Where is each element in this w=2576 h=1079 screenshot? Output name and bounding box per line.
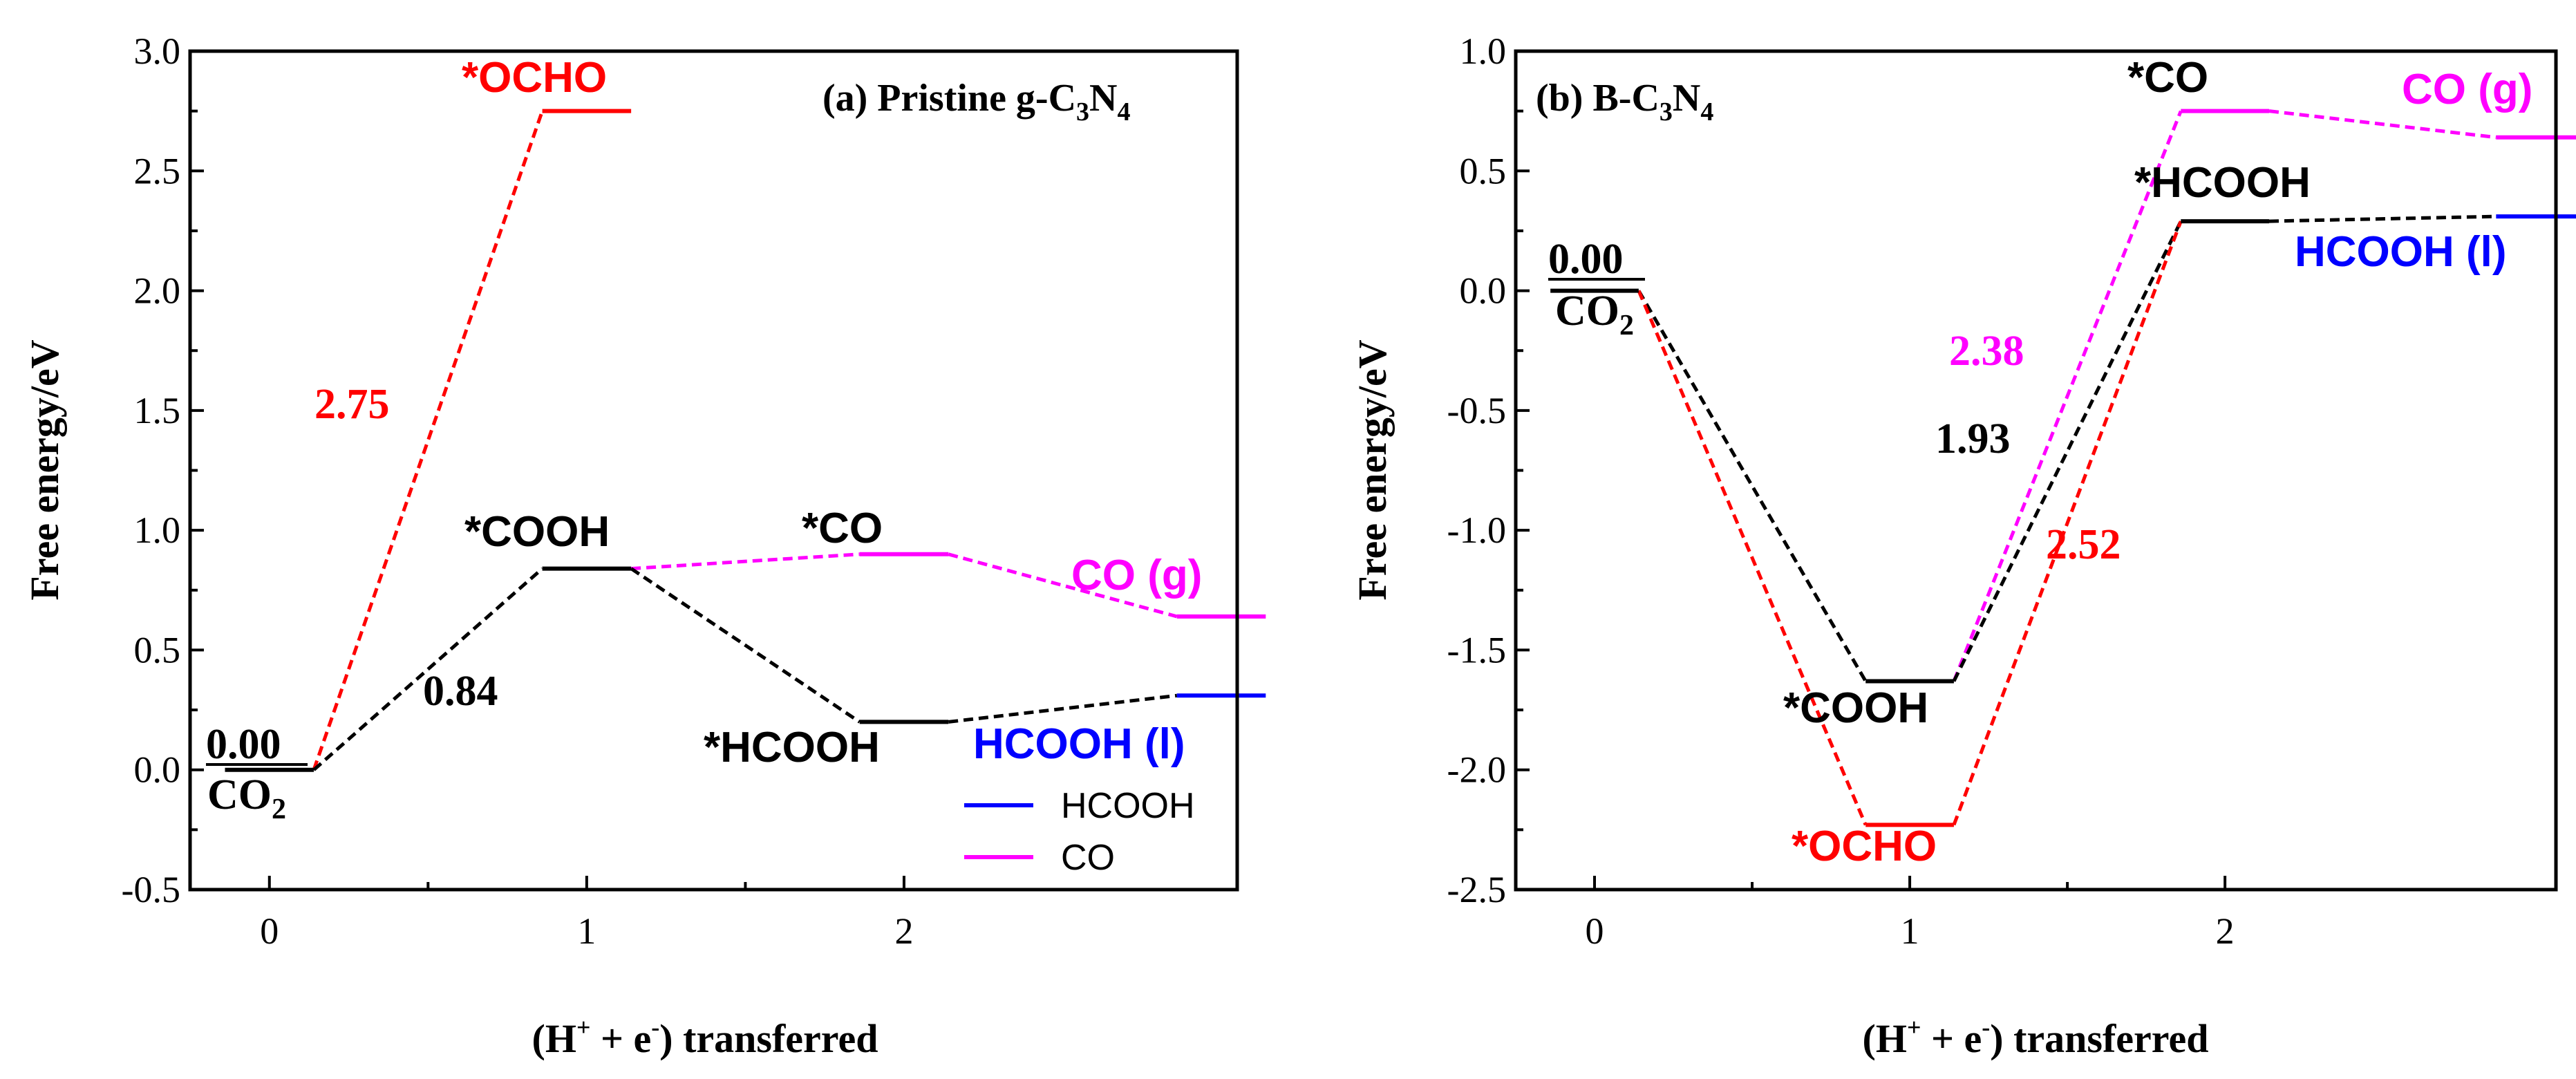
panel-b-label-co2: CO2 (1555, 288, 1634, 341)
panel-a-y-ticks: -0.5 0.0 0.5 1.0 1.5 2.0 2.5 3.0 (122, 30, 204, 910)
panel-a-label-hcooh-l: HCOOH (l) (973, 720, 1185, 768)
legend-label-co: CO (1061, 838, 1115, 878)
connector-red (1637, 290, 1868, 826)
connector-magenta (948, 552, 1178, 619)
y-tick-label: -2.5 (1447, 869, 1506, 910)
panel-a-frame (188, 49, 1239, 892)
connector-black (2268, 214, 2497, 223)
panel-a-label-ocho: *OCHO (462, 54, 607, 102)
panel-a-legend: HCOOH CO (964, 786, 1195, 878)
legend-label-hcooh: HCOOH (1061, 786, 1195, 826)
panel-a-label-co: *CO (802, 505, 883, 552)
panel-b-label-co: *CO (2127, 54, 2208, 102)
connector-red (1952, 221, 2183, 826)
panel-a-label-co2: CO2 (207, 771, 286, 825)
panel-a-levels (225, 109, 1266, 772)
panel-b-x-axis-label: (H+ + e-) transferred (1863, 1013, 2209, 1061)
panel-a-barrier-cooh: 0.84 (423, 668, 498, 715)
y-tick-label: 2.0 (134, 270, 181, 312)
y-tick-label: 0.5 (134, 629, 181, 670)
panel-b-title: (b) B-C3N4 (1536, 77, 1713, 126)
connector-black (1637, 290, 1868, 682)
panel-b-frame (1514, 49, 2558, 892)
x-tick-label: 1 (1901, 910, 1919, 952)
panel-b-label-hcooh-l: HCOOH (l) (2295, 228, 2507, 276)
connector-magenta (1952, 110, 2183, 682)
panel-a-title: (a) Pristine g-C3N4 (822, 77, 1130, 126)
panel-a-label-hcooh: *HCOOH (704, 724, 880, 771)
panel-b-chart: -2.5 -2.0 -1.5 -1.0 -0.5 0.0 0.5 1.0 0 1 2 (b) B-… (1350, 30, 2576, 1061)
connector-black (312, 567, 544, 771)
y-tick-label: -0.5 (1447, 390, 1506, 431)
panel-b-label-cooh: *COOH (1783, 684, 1928, 732)
panel-a-barrier-ocho: 2.75 (314, 381, 390, 428)
y-tick-label: 0.0 (1460, 270, 1507, 312)
x-tick-label: 0 (260, 910, 279, 952)
panel-a-chart: -0.5 0.0 0.5 1.0 1.5 2.0 2.5 3.0 0 1 2 (a) Pristi… (22, 30, 1266, 1061)
y-tick-label: 0.5 (1460, 150, 1507, 191)
connector-black (630, 567, 861, 724)
panel-a-y-axis-label: Free energy/eV (22, 339, 67, 600)
connector-black (948, 693, 1178, 724)
panel-b-barrier-hcooh: 1.93 (1935, 415, 2011, 462)
panel-b-barrier-ocho: 2.52 (2046, 521, 2121, 568)
y-tick-label: 0.0 (134, 749, 181, 791)
panel-a-connectors (312, 110, 1178, 771)
x-tick-label: 0 (1586, 910, 1604, 952)
y-tick-label: 1.0 (1460, 30, 1507, 72)
panel-b-label-ocho: *OCHO (1792, 823, 1937, 870)
x-tick-label: 2 (2216, 910, 2235, 952)
panel-b-label-zero: 0.00 (1548, 236, 1624, 283)
panel-b-label-hcooh: *HCOOH (2134, 159, 2311, 207)
y-tick-label: 2.5 (134, 150, 181, 191)
connector-black (1952, 220, 2183, 682)
panel-b-y-ticks: -2.5 -2.0 -1.5 -1.0 -0.5 0.0 0.5 1.0 (1447, 30, 1530, 910)
y-tick-label: -1.0 (1447, 509, 1506, 551)
panel-a-x-ticks: 0 1 2 (260, 876, 913, 952)
y-tick-label: 1.5 (134, 390, 181, 431)
y-tick-label: 3.0 (134, 30, 181, 72)
y-tick-label: -2.0 (1447, 749, 1506, 791)
panel-a-label-zero: 0.00 (206, 721, 281, 768)
x-tick-label: 1 (577, 910, 596, 952)
connector-red (312, 110, 544, 771)
connector-magenta (2268, 109, 2497, 140)
panel-a-x-axis-label: (H+ + e-) transferred (532, 1013, 878, 1061)
y-tick-label: -0.5 (122, 869, 180, 910)
panel-b-levels (1550, 109, 2576, 827)
y-tick-label: 1.0 (134, 509, 181, 551)
panel-b-y-axis-label: Free energy/eV (1350, 339, 1395, 600)
panel-b-x-ticks: 0 1 2 (1586, 876, 2235, 952)
panel-a-label-cooh: *COOH (464, 508, 610, 556)
y-tick-label: -1.5 (1447, 629, 1506, 670)
connector-magenta (630, 552, 860, 571)
panel-b-label-co-g: CO (g) (2402, 66, 2532, 113)
panel-b-barrier-co: 2.38 (1949, 328, 2024, 375)
panel-a-label-co-g: CO (g) (1071, 552, 1202, 599)
panel-b-connectors (1637, 109, 2497, 826)
x-tick-label: 2 (894, 910, 913, 952)
